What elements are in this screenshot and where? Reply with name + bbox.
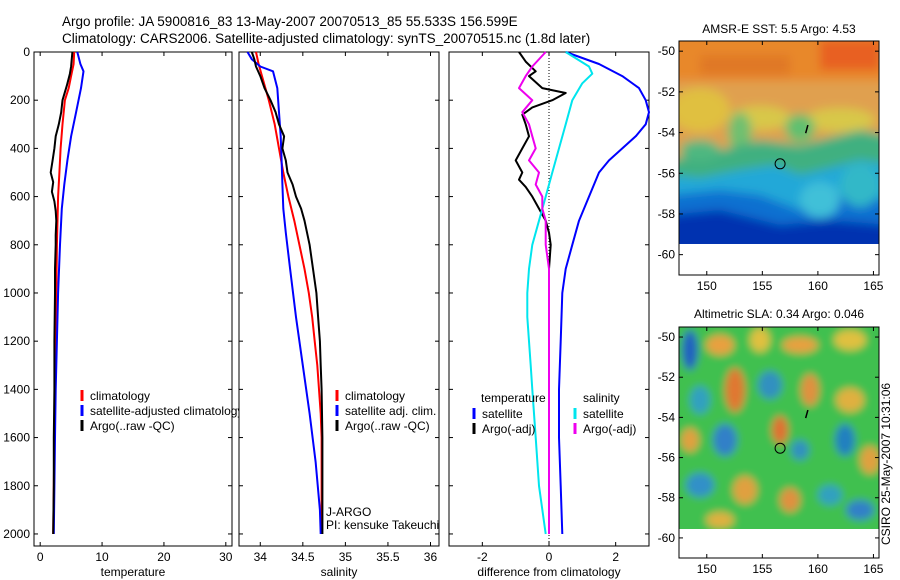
salinity-xtick-label: 34.5 (291, 550, 315, 564)
temperature-ytick-label: 2000 (3, 527, 30, 541)
temperature-xtick-label: 20 (157, 550, 171, 564)
salinity-legend-label: satellite adj. clim. (345, 404, 436, 418)
difference-legend-label: satellite (583, 407, 624, 421)
temperature-panel: 0 10 20 30 0 200 400 600 800 1000 1200 1400 1600 1800… (3, 45, 243, 579)
sst_map-ytick-label: -56 (658, 166, 676, 180)
temperature-ytick-label: 1000 (3, 286, 30, 300)
salinity-axes-box (238, 51, 440, 547)
temperature-ytick-label: 400 (10, 141, 30, 155)
sla_map-ytick-label: -56 (658, 451, 676, 465)
temperature-xtick-label: 10 (95, 550, 109, 564)
sla-heatmap-field (679, 327, 879, 529)
salinity-xtick-label: 36 (424, 550, 438, 564)
temperature-legend-label: satellite-adjusted climatology (90, 404, 243, 418)
sst_map-ytick-label: -60 (658, 248, 676, 262)
salinity-xtick-label: 35.5 (376, 550, 400, 564)
sla_map-xtick-label: 165 (863, 562, 883, 576)
salinity-xlabel: salinity (321, 565, 358, 579)
salinity-series-argo (250, 51, 324, 534)
sst-map-border (678, 40, 880, 276)
sst_map-xtick-label: 165 (863, 279, 883, 293)
salinity-series-satellite (246, 51, 322, 535)
sst_map-ytick-label: -54 (658, 126, 676, 140)
sla_map-ytick-label: -52 (658, 370, 676, 384)
float-info-line: PI: kensuke Takeuchi (326, 518, 439, 532)
sst_map-xtick-label: 150 (697, 279, 717, 293)
temperature-legend-label: climatology (90, 389, 150, 403)
title-line-2: Climatology: CARS2006. Satellite-adjuste… (62, 31, 590, 46)
salinity-legend-label: Argo(..raw -QC) (345, 419, 430, 433)
sla-map-title: Altimetric SLA: 0.34 Argo: 0.046 (694, 307, 864, 321)
sla_map-xtick-label: 160 (808, 562, 828, 576)
sla_map-ytick-label: -50 (658, 330, 676, 344)
temperature-series-argo (49, 51, 74, 535)
temperature-xlabel: temperature (101, 565, 166, 579)
temperature-xtick-label: 30 (219, 550, 233, 564)
sla_map-ytick-label: -58 (658, 491, 676, 505)
sst_map-xtick-label: 160 (808, 279, 828, 293)
salinity-series-climatology (255, 51, 323, 534)
salinity-xtick-label: 35 (339, 550, 353, 564)
temperature-ytick-label: 1800 (3, 479, 30, 493)
temperature-ytick-label: 1600 (3, 431, 30, 445)
temperature-axes-box (33, 51, 233, 547)
sst_map-float-track (804, 124, 809, 134)
temperature-ytick-label: 0 (23, 45, 30, 59)
difference-xtick-label: 0 (546, 550, 553, 564)
sst-map-title: AMSR-E SST: 5.5 Argo: 4.53 (702, 22, 856, 36)
temperature-legend-label: Argo(..raw -QC) (90, 419, 175, 433)
difference-series-temperature_satellite (558, 51, 650, 535)
sla_map-ytick-label: -54 (658, 410, 676, 424)
sst-float-marker (774, 158, 786, 170)
difference-legend-label: satellite (482, 407, 523, 421)
salinity-legend-label: climatology (345, 389, 405, 403)
difference-legend-label: Argo(-adj) (583, 422, 636, 436)
difference-legend-label: Argo(-adj) (482, 422, 535, 436)
difference-series-salinity_argo (518, 51, 550, 534)
difference-legend-header-temperature: temperature (481, 391, 546, 405)
title-line-1: Argo profile: JA 5900816_83 13-May-2007 … (62, 14, 518, 29)
sla-map-panel: Altimetric SLA: 0.34 Argo: 0.046 (658, 307, 884, 576)
difference-series-salinity_satellite (526, 51, 594, 535)
difference-xlabel: difference from climatology (477, 565, 620, 579)
temperature-series-satellite (52, 51, 85, 535)
sla-map-border (678, 326, 880, 559)
temperature-ytick-label: 1400 (3, 382, 30, 396)
sla-float-marker (774, 442, 786, 454)
sst_map-ytick-label: -52 (658, 85, 676, 99)
sst_map-xtick-label: 155 (752, 279, 772, 293)
salinity-xtick-label: 34 (254, 550, 268, 564)
difference-legend-header-salinity: salinity (583, 391, 620, 405)
temperature-xtick-label: 0 (37, 550, 44, 564)
temperature-ytick-label: 600 (10, 190, 30, 204)
temperature-ytick-label: 800 (10, 238, 30, 252)
sla_map-float-track (804, 409, 809, 419)
sst_map-ytick-label: -50 (658, 44, 676, 58)
sst_map-ytick-label: -58 (658, 207, 676, 221)
credit-text: CSIRO 25-May-2007 10:31:06 (879, 383, 893, 545)
sst-heatmap-field (679, 41, 879, 244)
sla_map-xtick-label: 150 (697, 562, 717, 576)
difference-xtick-label: 2 (612, 550, 619, 564)
sla_map-xtick-label: 155 (752, 562, 772, 576)
sla_map-ytick-label: -60 (658, 531, 676, 545)
salinity-panel: 34 34.5 35 35.5 36 salinity climatologysatelli… (238, 51, 440, 579)
temperature-ytick-label: 200 (10, 93, 30, 107)
sst-map-panel: AMSR-E SST: 5.5 Argo: 4.53 (658, 22, 884, 293)
difference-xtick-label: -2 (477, 550, 488, 564)
temperature-ytick-label: 1200 (3, 334, 30, 348)
float-info-line: J-ARGO (326, 505, 371, 519)
